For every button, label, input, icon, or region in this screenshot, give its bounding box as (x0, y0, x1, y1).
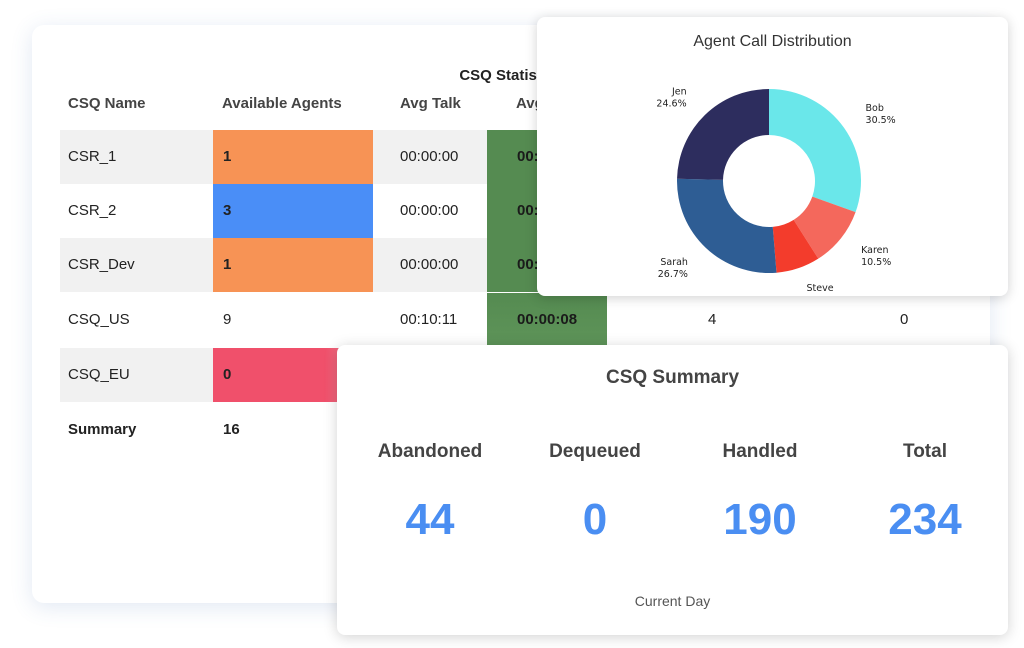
kpi-label: Handled (722, 441, 798, 462)
header-avg-talk: Avg Talk (400, 95, 461, 112)
available-agents-cell: 3 (213, 184, 373, 238)
available-agents-cell: 9 (223, 311, 232, 328)
slice-jen[interactable] (677, 89, 769, 180)
slice-value-label: 30.5% (866, 115, 896, 126)
avg-talk-cell: 00:00:00 (400, 148, 459, 165)
avg-talk-cell: 00:00:00 (400, 256, 459, 273)
csq-summary-card: CSQ Summary Abandoned 44 Dequeued 0 Hand… (337, 345, 1008, 635)
abandoned-cell: 0 (900, 311, 909, 328)
summary-row: Summary 16 (60, 403, 980, 457)
kpi-handled: Handled 190 (680, 441, 840, 545)
csq-name-cell: CSQ_EU (68, 366, 130, 383)
csq-name-cell: CSR_Dev (68, 256, 135, 273)
kpi-value: 234 (888, 495, 962, 544)
slice-label: Bob (866, 103, 884, 114)
slice-value-label: 26.7% (658, 269, 688, 280)
slice-steve[interactable] (772, 219, 819, 273)
header-available-agents: Available Agents (222, 95, 342, 112)
slice-label: Jen (671, 87, 687, 98)
avg-talk-cell: 00:00:00 (400, 202, 459, 219)
avg-wait-cell: 00:00:08 (487, 293, 607, 347)
table-row: CSQ_US 9 00:10:11 00:00:08 4 0 (60, 293, 980, 347)
header-csq-name: CSQ Name (68, 95, 146, 112)
summary-available-agents: 16 (223, 421, 240, 438)
chart-title: Agent Call Distribution (693, 33, 852, 50)
handled-cell: 4 (708, 311, 717, 328)
kpi-value: 44 (405, 495, 455, 544)
available-agents-cell: 1 (213, 130, 373, 184)
kpi-label: Total (903, 441, 947, 462)
slice-sarah[interactable] (677, 178, 777, 273)
slice-value-label: 10.5% (861, 257, 891, 268)
csq-name-cell: CSR_2 (68, 202, 117, 219)
kpi-value: 190 (723, 495, 797, 544)
summary-label: Summary (68, 421, 137, 438)
kpi-abandoned: Abandoned 44 (350, 441, 510, 545)
table-title: CSQ Statistics (459, 67, 563, 84)
summary-title: CSQ Summary (605, 367, 740, 388)
kpi-label: Abandoned (377, 441, 483, 462)
kpi-label: Dequeued (549, 441, 641, 462)
slice-label: Steve (807, 283, 834, 294)
kpi-total: Total 234 (845, 441, 1005, 545)
csq-name-cell: CSQ_US (68, 311, 130, 328)
slice-value-label: 7.7% (807, 295, 831, 296)
slice-label: Karen (861, 245, 888, 256)
slice-label: Sarah (660, 257, 688, 268)
summary-footer: Current Day (634, 593, 711, 609)
slice-value-label: 24.6% (656, 99, 686, 110)
csq-name-cell: CSR_1 (68, 148, 117, 165)
avg-talk-cell: 00:10:11 (400, 311, 458, 328)
agent-call-distribution-card: Agent Call Distribution Bob 30.5% Karen 10.… (537, 17, 1008, 296)
kpi-dequeued: Dequeued 0 (515, 441, 675, 545)
available-agents-cell: 1 (213, 238, 373, 292)
kpi-value: 0 (582, 495, 608, 544)
slice-bob[interactable] (769, 89, 861, 213)
slice-karen[interactable] (793, 196, 856, 259)
